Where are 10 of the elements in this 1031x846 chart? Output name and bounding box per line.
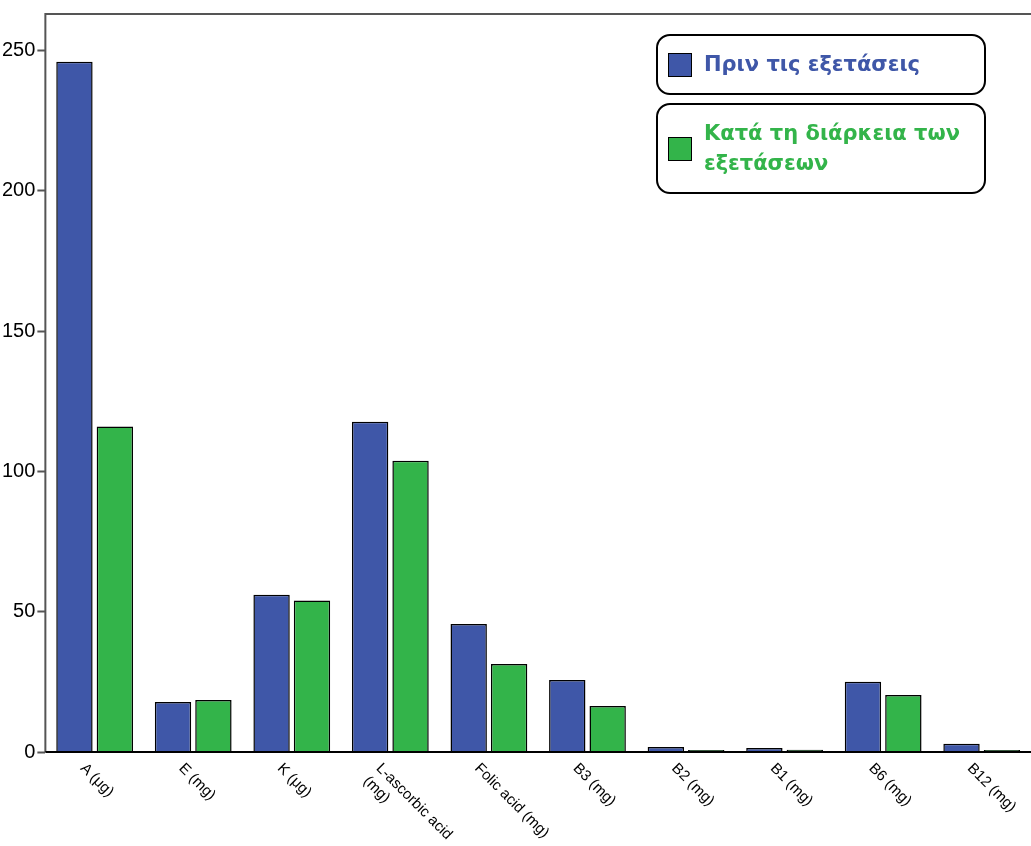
y-tick-label: 0 xyxy=(24,739,36,762)
y-tick-label: 150 xyxy=(1,318,36,341)
y-tick-label: 100 xyxy=(1,458,36,481)
legend-label: Κατά τη διάρκεια των εξετάσεων xyxy=(704,120,962,177)
x-tick-label: K (μg) xyxy=(274,759,316,801)
y-tick-label: 50 xyxy=(13,599,36,622)
y-tick-label: 200 xyxy=(1,178,36,201)
x-tick-label: A (μg) xyxy=(77,759,119,800)
legend-label: Πριν τις εξετάσεις xyxy=(704,51,921,78)
y-tick-label: 250 xyxy=(1,37,36,60)
